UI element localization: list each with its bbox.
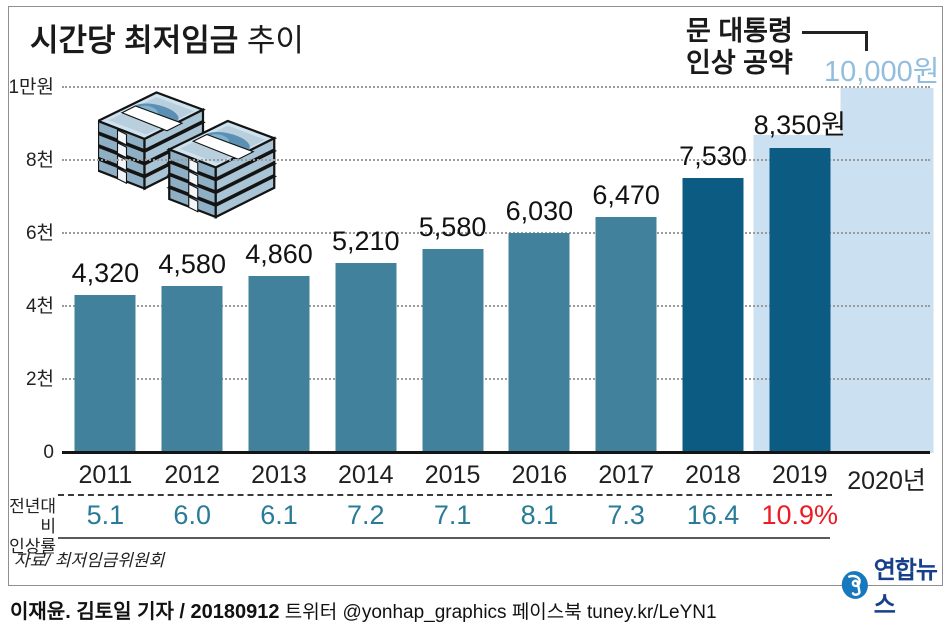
chart-column-2011: 4,320: [62, 88, 149, 453]
rate-value-2020년: [843, 500, 930, 531]
bar-value-label-2011: 4,320: [71, 258, 140, 289]
plot-area: 4,320 4,580 4,860 5,210 5,580 6,030 6,470 7,530…: [62, 86, 934, 454]
title-light: 추이: [238, 23, 304, 58]
source-note: 자료/ 최저임금위원회: [14, 551, 165, 570]
page-title: 시간당 최저임금 추이: [30, 15, 304, 60]
chart-column-2018: 7,530: [670, 88, 757, 453]
chart-column-2013: 4,860: [236, 88, 323, 453]
rate-value-2016: 8.1: [520, 500, 559, 530]
rate-label-line2: 인상률: [9, 537, 56, 556]
bar-value-label-2018: 7,530: [679, 141, 747, 172]
credit-line: 이재윤. 김토일 기자 / 20180912 트위터 @yonhap_graph…: [10, 595, 717, 624]
chart-column-2020년: [840, 88, 934, 453]
bar-2012: [161, 285, 223, 453]
rate-value-2014: 7.2: [347, 500, 385, 530]
x-axis-label-2013: 2013: [251, 461, 307, 489]
pledge-annotation-line2: 인상 공약: [686, 48, 793, 78]
rate-value-2015: 7.1: [433, 500, 472, 530]
bar-value-label-2014: 5,210: [331, 225, 400, 256]
bar-2018: [682, 178, 744, 453]
rate-values: 5.1 6.0 6.1 7.2 7.1 8.1 7.3 16.4 10.9%: [62, 500, 930, 531]
bar-value-label-2016: 6,030: [505, 195, 574, 226]
bar-pledge-2020년: [840, 88, 934, 453]
rate-label-line1: 전년대비: [9, 497, 56, 536]
bar-value-label-2012: 4,580: [158, 248, 226, 279]
chart-column-2017: 6,470: [583, 88, 670, 453]
bar-value-label-2015: 5,580: [418, 212, 487, 243]
y-tick-label: 0: [43, 442, 54, 463]
bar-2014: [335, 262, 397, 453]
x-axis-baseline: [62, 451, 930, 454]
x-axis-label-2017: 2017: [598, 461, 654, 489]
x-axis-label-2019: 2019: [771, 461, 828, 489]
chart-column-2016: 6,030: [496, 88, 583, 453]
x-axis-label-2014: 2014: [337, 461, 394, 489]
pledge-annotation-line1: 문 대통령: [686, 16, 793, 46]
bar-value-label-2017: 6,470: [592, 179, 660, 210]
bar-2013: [248, 275, 310, 453]
yonhap-logo-text: 연합뉴스: [873, 557, 938, 619]
rate-value-2013: 6.1: [260, 500, 298, 530]
bar-value-label-2019: 8,350원: [753, 110, 846, 141]
chart-column-2019: 8,350원: [753, 88, 847, 453]
chart-column-2014: 5,210: [322, 88, 409, 453]
y-tick-label: 8천: [25, 150, 54, 171]
bar-2011: [74, 295, 136, 453]
chart-column-2012: 4,580: [149, 88, 236, 453]
y-tick-label: 1만원: [8, 77, 54, 98]
pledge-annotation: 문 대통령 인상 공약: [686, 15, 793, 79]
yonhap-logo: 연합뉴스: [840, 550, 952, 620]
credit-social: 트위터 @yonhap_graphics 페이스북 tuney.kr/LeYN1: [279, 602, 717, 623]
yonhap-logo-icon: [841, 571, 868, 599]
rate-value-2019: 10.9%: [761, 500, 839, 530]
title-bold: 시간당 최저임금: [30, 23, 239, 58]
y-axis-labels: 0 2천 4천 6천 8천 1만원: [0, 77, 54, 463]
target-value-label: 10,000원: [824, 56, 940, 88]
rate-value-2011: 5.1: [86, 500, 125, 530]
y-tick-label: 2천: [25, 369, 54, 390]
bar-2019: [769, 148, 831, 453]
bar-value-label-2013: 4,860: [245, 238, 313, 269]
rate-value-2017: 7.3: [607, 500, 645, 530]
rate-row-label: 전년대비 인상률: [4, 497, 56, 557]
bar-2017: [595, 216, 657, 453]
x-axis-label-2012: 2012: [164, 461, 220, 489]
x-axis-label-2018: 2018: [685, 461, 741, 489]
annotation-bracket-line: [802, 31, 868, 51]
rate-value-2018: 16.4: [686, 500, 740, 530]
columns: 4,320 4,580 4,860 5,210 5,580 6,030 6,470 7,530…: [62, 88, 934, 453]
x-axis-label-2016: 2016: [511, 461, 568, 489]
x-axis-label-2015: 2015: [424, 461, 481, 489]
x-axis-label-2020년: 2020년: [847, 467, 926, 495]
y-tick-label: 6천: [25, 223, 54, 244]
rate-value-2012: 6.0: [173, 500, 211, 530]
solid-separator: [58, 537, 830, 539]
year-labels: 2011 2012 2013 2014 2015 2016 2017 2018 2019 2020…: [62, 461, 930, 497]
x-axis-label-2011: 2011: [78, 461, 133, 489]
y-tick-label: 4천: [25, 296, 54, 317]
bar-2015: [422, 249, 484, 453]
bar-2016: [508, 232, 570, 453]
chart-column-2015: 5,580: [409, 88, 496, 453]
dashed-separator: [58, 494, 832, 496]
credit-authors: 이재윤. 김토일 기자 / 20180912: [10, 601, 280, 623]
